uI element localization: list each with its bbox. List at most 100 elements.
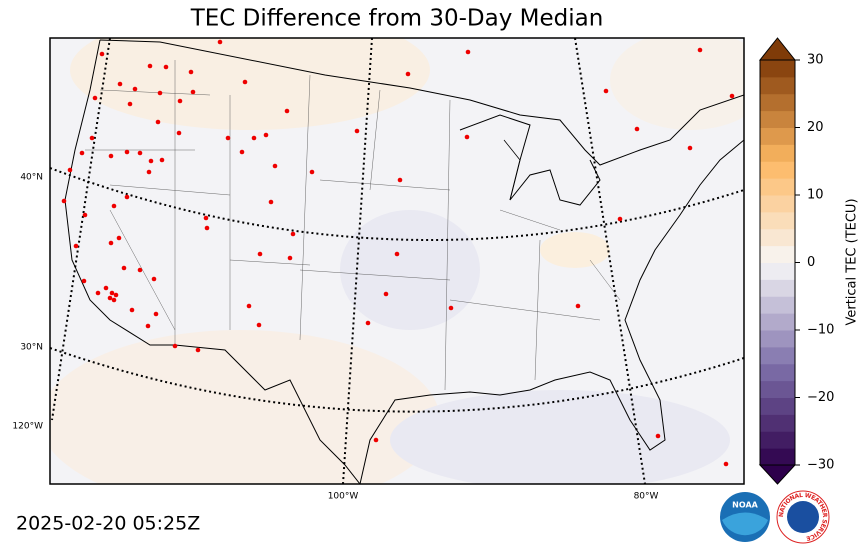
station-dot	[159, 157, 165, 163]
stations	[61, 39, 735, 467]
station-dot	[203, 215, 209, 221]
colorbar-band	[760, 346, 795, 365]
colorbar-band	[760, 211, 795, 230]
station-dot	[204, 225, 210, 231]
lon-label: 120°W	[12, 422, 43, 432]
station-dot	[137, 150, 143, 156]
station-dot	[729, 93, 735, 99]
station-dot	[151, 276, 157, 282]
station-dot	[111, 297, 117, 303]
station-dot	[188, 69, 194, 75]
colorbar-band	[760, 431, 795, 449]
colorbar-band	[760, 110, 795, 128]
station-dot	[309, 169, 315, 175]
station-dot	[239, 149, 245, 155]
station-dot	[290, 231, 296, 237]
colorbar-extend-bottom	[758, 464, 797, 485]
colorbar-tick-label: −10	[807, 323, 834, 338]
station-dot	[287, 255, 293, 261]
station-dot	[129, 307, 135, 313]
station-dot	[81, 278, 87, 284]
lon-label: 100°W	[328, 492, 359, 502]
colorbar-band	[760, 380, 795, 398]
station-dot	[92, 95, 98, 101]
colorbar-band	[760, 195, 795, 213]
colorbar-label: Vertical TEC (TECU)	[845, 198, 860, 325]
station-dot	[79, 150, 85, 156]
state-lines	[85, 60, 621, 391]
station-dot	[176, 130, 182, 136]
colorbar-band	[760, 178, 795, 196]
station-dot	[67, 167, 73, 173]
station-dot	[148, 158, 154, 164]
station-dot	[225, 135, 231, 141]
station-dot	[108, 153, 114, 159]
station-dot	[464, 134, 470, 140]
colorbar-band	[760, 93, 795, 112]
tint	[50, 330, 440, 484]
station-dot	[195, 347, 201, 353]
station-dot	[89, 135, 95, 141]
lon-label: 80°W	[634, 492, 659, 502]
station-dot	[284, 108, 290, 114]
station-dot	[127, 101, 133, 107]
station-dot	[103, 285, 109, 291]
station-dot	[113, 292, 119, 298]
station-dot	[73, 243, 79, 249]
colorbar-tick-label: −20	[807, 390, 834, 405]
colorbar-band	[760, 363, 795, 382]
station-dot	[155, 119, 161, 125]
station-dot	[272, 163, 278, 169]
colorbar-tick-label: −30	[807, 458, 834, 473]
colorbar-band	[760, 76, 795, 95]
lat-label: 30°N	[20, 343, 43, 353]
graticule	[50, 38, 744, 484]
station-dot	[697, 47, 703, 53]
colorbar-band	[760, 262, 795, 280]
colorbar-band	[760, 127, 795, 145]
station-dot	[397, 177, 403, 183]
colorbar-tick-label: 20	[807, 120, 824, 135]
station-dot	[256, 322, 262, 328]
noaa-wave	[722, 512, 768, 536]
station-dot	[448, 305, 454, 311]
colorbar-extend-top	[758, 37, 797, 61]
station-dot	[190, 89, 196, 95]
colorbar-tick-label: 10	[807, 188, 824, 203]
station-dot	[146, 169, 152, 175]
nws-logo: NATIONAL WEATHER SERVICE	[776, 490, 830, 544]
station-dot	[242, 79, 248, 85]
colorbar-band	[760, 279, 795, 297]
title: TEC Difference from 30-Day Median	[190, 6, 604, 32]
station-dot	[145, 323, 151, 329]
colorbar-band	[760, 414, 795, 432]
station-dot	[634, 126, 640, 132]
station-dot	[655, 433, 661, 439]
station-dot	[617, 216, 623, 222]
station-dot	[61, 198, 67, 204]
colorbar-band	[760, 161, 795, 179]
station-dot	[116, 235, 122, 241]
colorbar-band	[760, 228, 795, 247]
station-dot	[132, 86, 138, 92]
station-dot	[124, 194, 130, 200]
station-dot	[257, 251, 263, 257]
station-dot	[263, 132, 269, 138]
colorbar-band	[760, 60, 795, 78]
borders	[64, 39, 744, 484]
colorbar-tick-label: 30	[807, 53, 824, 68]
station-dot	[163, 64, 169, 70]
colorbar-tick-label: 0	[807, 255, 815, 270]
station-dot	[109, 290, 115, 296]
station-dot	[111, 203, 117, 209]
station-dot	[157, 90, 163, 96]
station-dot	[147, 63, 153, 69]
station-dot	[153, 311, 159, 317]
colorbar-band	[760, 448, 795, 466]
station-dot	[405, 71, 411, 77]
colorbar-band	[760, 144, 795, 162]
map-frame	[49, 37, 745, 485]
station-dot	[268, 199, 274, 205]
colorbar: −30 −20 −10 0 10 20 30	[758, 37, 834, 485]
station-dot	[251, 135, 257, 141]
